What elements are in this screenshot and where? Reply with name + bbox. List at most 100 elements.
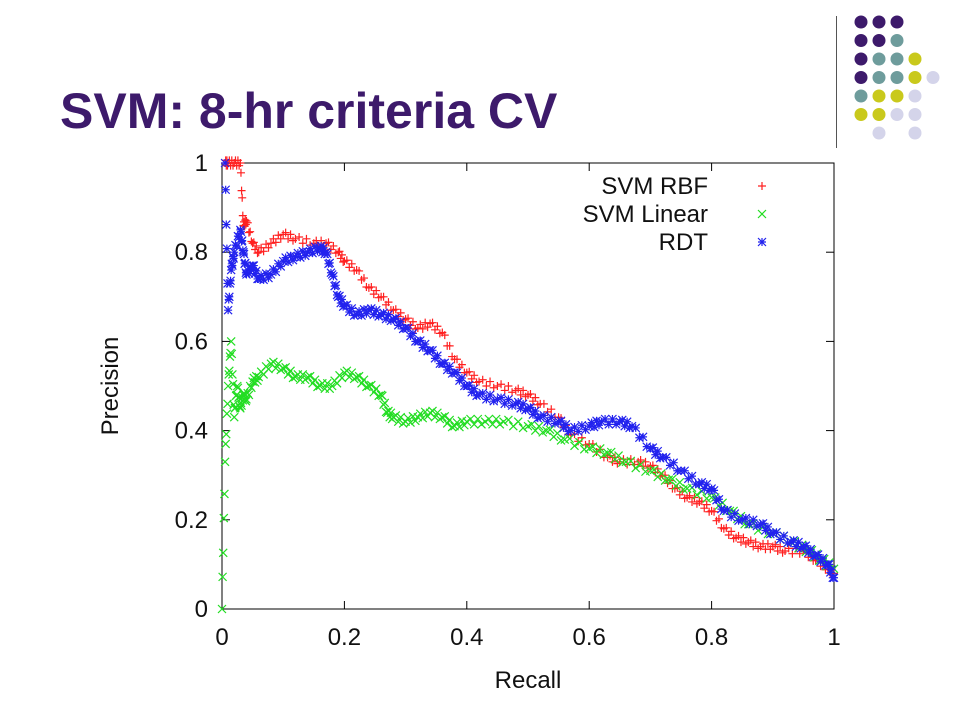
point-rdt xyxy=(719,506,729,516)
x-tick-label: 0.8 xyxy=(695,624,728,651)
point-svm-linear xyxy=(371,384,381,394)
point-rdt xyxy=(229,247,239,257)
point-svm-rbf xyxy=(433,322,442,331)
point-rdt xyxy=(634,433,644,443)
x-tick-label: 0 xyxy=(215,624,228,651)
point-svm-linear xyxy=(631,463,641,473)
point-svm-rbf xyxy=(636,456,645,465)
point-rdt xyxy=(227,259,237,269)
decorative-dot xyxy=(908,52,922,66)
point-svm-rbf xyxy=(244,228,253,237)
point-rdt xyxy=(227,261,237,271)
point-rdt xyxy=(335,291,344,301)
point-svm-rbf xyxy=(475,377,484,386)
point-svm-rbf xyxy=(359,274,368,283)
point-rdt xyxy=(276,262,286,271)
axis-ticks: 0 0.2 0.4 0.6 0.8 1 0 0.2 0.4 0.6 0.8 1 xyxy=(175,150,841,651)
point-svm-rbf xyxy=(746,536,755,545)
point-svm-linear xyxy=(286,366,295,376)
point-svm-rbf xyxy=(384,298,393,307)
point-rdt xyxy=(328,271,338,281)
point-rdt xyxy=(354,306,364,316)
point-svm-linear xyxy=(380,398,390,408)
point-svm-linear xyxy=(626,456,636,466)
decorative-dot xyxy=(908,108,922,121)
point-rdt xyxy=(237,236,247,246)
point-rdt xyxy=(452,368,462,378)
point-rdt xyxy=(818,553,828,563)
point-rdt xyxy=(772,527,781,537)
point-rdt xyxy=(702,479,712,489)
point-svm-rbf xyxy=(531,393,540,402)
point-svm-rbf xyxy=(391,305,400,314)
point-svm-rbf xyxy=(714,514,723,523)
point-rdt xyxy=(589,422,599,432)
point-svm-rbf xyxy=(453,355,462,364)
point-svm-rbf xyxy=(324,238,333,247)
point-svm-rbf xyxy=(367,282,376,291)
point-rdt xyxy=(592,416,601,426)
point-rdt xyxy=(507,401,517,411)
slide-title: SVM: 8-hr criteria CV xyxy=(60,83,558,139)
point-rdt xyxy=(278,256,288,266)
point-rdt xyxy=(428,345,437,355)
point-svm-rbf xyxy=(470,371,479,380)
point-svm-linear xyxy=(692,490,702,500)
point-rdt xyxy=(748,515,758,525)
point-rdt xyxy=(445,361,455,371)
decorative-dot xyxy=(890,34,904,47)
point-rdt xyxy=(344,307,354,317)
point-rdt xyxy=(408,328,418,338)
point-rdt xyxy=(261,269,271,279)
point-svm-linear xyxy=(418,413,428,423)
point-rdt xyxy=(264,273,273,283)
point-rdt xyxy=(222,244,232,254)
point-svm-rbf xyxy=(342,256,351,265)
point-rdt xyxy=(791,542,801,551)
point-svm-rbf xyxy=(246,227,255,236)
point-svm-linear xyxy=(344,372,354,382)
point-rdt xyxy=(756,519,765,529)
y-tick-label: 0.4 xyxy=(175,418,208,445)
point-svm-linear xyxy=(440,411,450,421)
point-svm-rbf xyxy=(519,386,528,395)
point-svm-linear xyxy=(518,423,528,433)
point-rdt xyxy=(811,551,821,560)
point-svm-rbf xyxy=(355,266,364,275)
point-svm-rbf xyxy=(508,388,517,397)
point-svm-linear xyxy=(570,441,579,451)
point-svm-linear xyxy=(437,412,447,422)
point-svm-rbf xyxy=(763,539,772,548)
point-rdt xyxy=(489,396,499,406)
point-rdt xyxy=(608,414,617,424)
point-rdt xyxy=(271,267,281,277)
point-svm-linear xyxy=(271,363,281,373)
point-svm-linear xyxy=(288,373,298,383)
point-rdt xyxy=(305,244,315,254)
decorative-dot xyxy=(872,34,886,47)
point-svm-linear xyxy=(462,417,472,427)
point-rdt xyxy=(254,274,264,284)
point-svm-rbf xyxy=(236,159,245,167)
point-svm-rbf xyxy=(685,491,694,500)
point-svm-linear xyxy=(649,465,659,475)
point-rdt xyxy=(827,565,836,575)
point-svm-linear xyxy=(588,442,598,452)
point-rdt xyxy=(281,253,291,262)
point-svm-linear xyxy=(484,414,494,424)
point-svm-rbf xyxy=(465,367,474,376)
point-rdt xyxy=(556,416,566,426)
point-rdt xyxy=(244,269,254,279)
point-svm-linear xyxy=(232,381,242,391)
point-rdt xyxy=(442,365,452,375)
point-svm-rbf xyxy=(379,292,388,301)
point-svm-linear xyxy=(595,444,605,453)
point-svm-linear xyxy=(415,409,425,419)
decorative-dot xyxy=(872,52,886,66)
y-tick-label: 0.8 xyxy=(175,239,208,266)
point-svm-rbf xyxy=(252,241,261,250)
point-rdt xyxy=(803,548,813,558)
point-rdt xyxy=(259,275,269,285)
point-svm-rbf xyxy=(347,259,356,268)
